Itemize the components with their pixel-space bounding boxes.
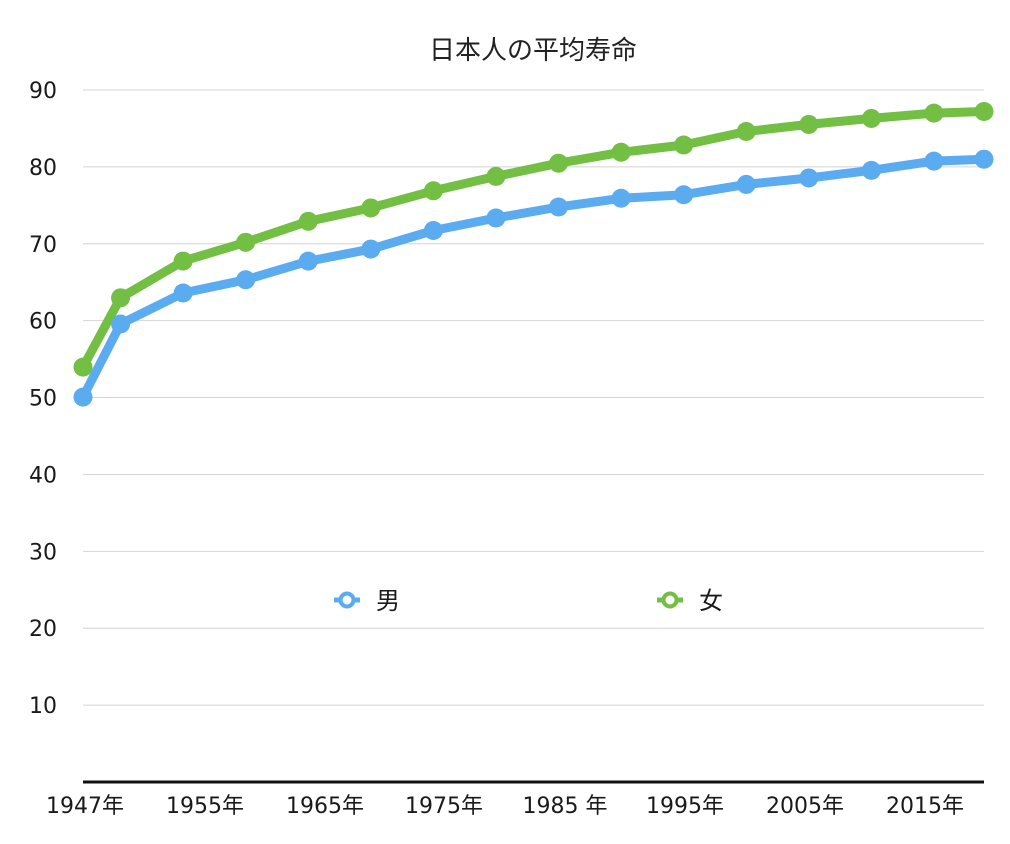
series-line <box>78 154 989 402</box>
data-point <box>111 288 131 308</box>
series-layer <box>73 102 994 407</box>
data-point <box>674 185 694 205</box>
data-point <box>924 151 944 171</box>
series-男 <box>73 149 994 407</box>
data-point <box>298 211 318 231</box>
legend-item: 男 <box>334 587 400 615</box>
data-point <box>361 198 381 218</box>
data-point <box>173 251 193 271</box>
data-point <box>974 102 994 122</box>
data-point <box>73 387 93 407</box>
data-point <box>974 149 994 169</box>
data-point <box>486 208 506 228</box>
x-tick-label: 1955年 <box>166 794 244 819</box>
data-point <box>799 114 819 134</box>
data-point <box>298 251 318 271</box>
legend-item: 女 <box>657 587 723 615</box>
data-point <box>361 239 381 259</box>
data-point <box>736 174 756 194</box>
legend-circle-marker <box>338 591 356 609</box>
data-point <box>924 103 944 123</box>
data-point <box>73 357 93 377</box>
data-point <box>861 108 881 128</box>
x-tick-label: 1975年 <box>405 794 483 819</box>
y-tick-label: 20 <box>29 617 57 642</box>
y-tick-label: 70 <box>29 233 57 258</box>
data-point <box>861 160 881 180</box>
series-line <box>78 107 989 372</box>
x-tick-label: 1965年 <box>286 794 364 819</box>
data-point <box>236 232 256 252</box>
x-tick-label: 2005年 <box>766 794 844 819</box>
y-tick-label: 30 <box>29 540 57 565</box>
data-point <box>423 220 443 240</box>
data-point <box>111 314 131 334</box>
legend-label: 女 <box>699 587 723 615</box>
chart-title: 日本人の平均寿命 <box>429 36 637 66</box>
gridlines <box>83 89 984 706</box>
x-tick-label: 1985 年 <box>523 794 608 819</box>
y-tick-label: 80 <box>29 156 57 181</box>
y-axis-tick-labels: 10 20 30 40 50 60 70 80 90 <box>29 79 57 719</box>
data-point <box>173 283 193 303</box>
x-tick-label: 2015年 <box>886 794 964 819</box>
legend: 男女 <box>334 587 723 615</box>
data-point <box>423 181 443 201</box>
y-tick-label: 50 <box>29 387 57 412</box>
data-point <box>549 197 569 217</box>
data-point <box>736 122 756 142</box>
data-point <box>799 168 819 188</box>
series-女 <box>73 102 994 377</box>
data-point <box>611 142 631 162</box>
data-point <box>611 188 631 208</box>
y-tick-label: 40 <box>29 463 57 488</box>
data-point <box>549 153 569 173</box>
y-tick-label: 60 <box>29 310 57 335</box>
data-point <box>236 270 256 290</box>
data-point <box>486 166 506 186</box>
data-point <box>674 135 694 155</box>
y-tick-label: 90 <box>29 79 57 104</box>
legend-circle-marker <box>661 591 679 609</box>
x-tick-label: 1995年 <box>646 794 724 819</box>
x-axis-tick-labels: 1947年 1955年 1965年 1975年 1985 年 1995年 2005年 2015… <box>46 794 964 819</box>
y-tick-label: 10 <box>29 694 57 719</box>
legend-label: 男 <box>376 587 400 615</box>
x-tick-label: 1947年 <box>46 794 124 819</box>
